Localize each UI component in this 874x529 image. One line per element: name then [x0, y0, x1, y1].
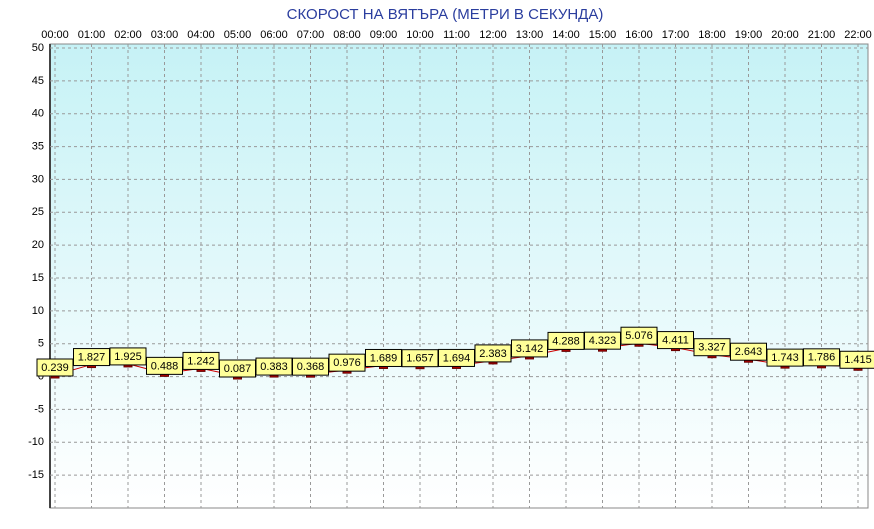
x-tick-label: 17:00 [662, 29, 690, 41]
value-label: 1.786 [808, 352, 836, 364]
value-label: 2.643 [735, 346, 763, 358]
chart-title: СКОРОСТ НА ВЯТЪРА (МЕТРИ В СЕКУНДА) [287, 6, 604, 23]
x-tick-label: 14:00 [552, 29, 580, 41]
value-label: 5.076 [625, 330, 653, 342]
x-tick-label: 09:00 [370, 29, 398, 41]
value-label: 1.694 [443, 352, 471, 364]
x-tick-label: 19:00 [735, 29, 763, 41]
y-tick-label: 10 [32, 305, 44, 317]
value-label: 3.327 [698, 342, 726, 354]
value-label: 0.488 [151, 360, 179, 372]
value-label: 0.976 [333, 357, 361, 369]
y-tick-label: 20 [32, 239, 44, 251]
y-tick-label: 25 [32, 206, 44, 218]
x-tick-label: 12:00 [479, 29, 507, 41]
x-tick-label: 06:00 [260, 29, 288, 41]
x-tick-label: 02:00 [114, 29, 142, 41]
y-tick-label: 15 [32, 272, 44, 284]
value-label: 1.925 [114, 351, 142, 363]
y-tick-label: 30 [32, 173, 44, 185]
x-tick-label: 03:00 [151, 29, 179, 41]
y-tick-label: 45 [32, 75, 44, 87]
value-label: 4.288 [552, 335, 580, 347]
value-label: 4.411 [662, 334, 689, 346]
x-tick-label: 18:00 [698, 29, 726, 41]
x-tick-label: 15:00 [589, 29, 617, 41]
value-label: 0.087 [224, 363, 252, 375]
x-tick-label: 04:00 [187, 29, 215, 41]
x-tick-label: 11:00 [443, 29, 470, 41]
value-label: 1.415 [844, 354, 872, 366]
x-tick-label: 01:00 [78, 29, 106, 41]
y-tick-label: 50 [32, 42, 44, 54]
y-tick-label: -10 [28, 436, 44, 448]
value-label: 1.242 [187, 355, 215, 367]
y-tick-label: 35 [32, 140, 44, 152]
x-tick-label: 16:00 [625, 29, 653, 41]
x-tick-label: 08:00 [333, 29, 361, 41]
value-label: 1.657 [406, 353, 434, 365]
value-label: 4.323 [589, 335, 617, 347]
value-label: 2.383 [479, 348, 507, 360]
value-label: 0.383 [260, 361, 288, 373]
x-tick-label: 13:00 [516, 29, 544, 41]
x-tick-label: 05:00 [224, 29, 252, 41]
y-tick-label: 40 [32, 108, 44, 120]
value-label: 0.239 [41, 362, 69, 374]
value-label: 0.368 [297, 361, 325, 373]
value-label-box [36, 358, 74, 377]
y-tick-label: -5 [34, 403, 44, 415]
value-label-box [109, 347, 147, 366]
x-tick-label: 10:00 [406, 29, 434, 41]
x-tick-label: 07:00 [297, 29, 325, 41]
x-tick-label: 20:00 [771, 29, 799, 41]
value-label: 1.827 [78, 351, 106, 363]
x-tick-label: 00:00 [41, 29, 69, 41]
value-label: 3.142 [516, 343, 544, 355]
x-tick-label: 21:00 [808, 29, 836, 41]
value-label-box [839, 350, 874, 369]
value-label: 1.689 [370, 352, 398, 364]
y-tick-label: 5 [38, 338, 44, 350]
y-tick-label: -15 [28, 469, 44, 481]
value-label: 1.743 [771, 352, 799, 364]
plot-area [49, 43, 869, 509]
x-tick-label: 22:00 [844, 29, 872, 41]
